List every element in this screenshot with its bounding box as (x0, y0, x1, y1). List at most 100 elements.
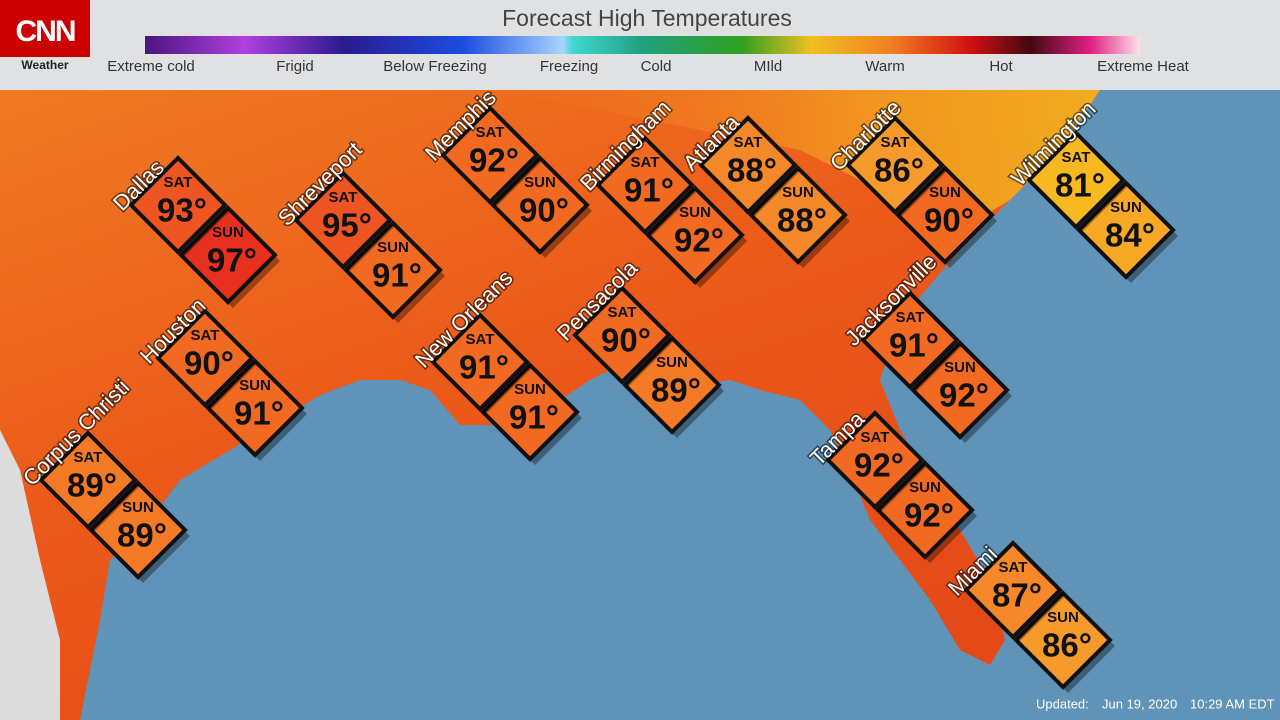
diamond (645, 185, 745, 285)
diamond (1076, 180, 1176, 280)
temperature: 91° (509, 399, 559, 436)
diamond (1013, 590, 1113, 690)
land (0, 90, 1100, 720)
diamond (430, 312, 530, 412)
temperature: 92° (854, 447, 904, 484)
day-label: SUN (909, 479, 941, 496)
legend-label: Warm (865, 58, 904, 75)
day-label: SUN (239, 377, 271, 394)
diamond (845, 115, 945, 215)
temperature: 91° (372, 257, 422, 294)
diamond (440, 105, 540, 205)
diamond (490, 155, 590, 255)
day-label: SUN (656, 354, 688, 371)
temperature: 86° (874, 152, 924, 189)
temperature: 88° (777, 202, 827, 239)
legend-label: Below Freezing (383, 58, 486, 75)
day-label: SUN (122, 499, 154, 516)
temperature: 89° (117, 517, 167, 554)
diamond (895, 165, 995, 265)
temperature: 90° (601, 322, 651, 359)
day-label: SAT (881, 134, 910, 151)
diamond (963, 540, 1063, 640)
temperature: 92° (469, 142, 519, 179)
diamond (343, 220, 443, 320)
updated-date: Jun 19, 2020 (1102, 696, 1177, 711)
day-label: SAT (164, 174, 193, 191)
legend-label: Hot (989, 58, 1013, 75)
day-label: SUN (679, 204, 711, 221)
day-label: SUN (782, 184, 814, 201)
updated-time: 10:29 AM EDT (1190, 696, 1275, 711)
legend-label: Freezing (540, 58, 598, 75)
diamond (155, 308, 255, 408)
temperature: 92° (674, 222, 724, 259)
day-label: SAT (631, 154, 660, 171)
day-label: SUN (1047, 609, 1079, 626)
legend-label: Frigid (276, 58, 314, 75)
diamond (88, 480, 188, 580)
temperature: 81° (1055, 167, 1105, 204)
day-label: SUN (1110, 199, 1142, 216)
day-label: SAT (329, 189, 358, 206)
day-label: SUN (524, 174, 556, 191)
diamond (128, 155, 228, 255)
diamond (825, 410, 925, 510)
diamond (1026, 130, 1126, 230)
day-label: SAT (608, 304, 637, 321)
diamond (572, 285, 672, 385)
mexico (0, 430, 60, 720)
day-label: SUN (377, 239, 409, 256)
temperature: 84° (1105, 217, 1155, 254)
diamond (748, 165, 848, 265)
diamond (622, 335, 722, 435)
day-label: SAT (999, 559, 1028, 576)
day-label: SAT (191, 327, 220, 344)
day-label: SAT (896, 309, 925, 326)
day-label: SAT (74, 449, 103, 466)
day-label: SAT (861, 429, 890, 446)
diamond (205, 358, 305, 458)
diamond (595, 135, 695, 235)
diamond (860, 290, 960, 390)
legend-label: Extreme cold (107, 58, 195, 75)
temperature: 91° (889, 327, 939, 364)
day-label: SAT (734, 134, 763, 151)
temperature: 92° (939, 377, 989, 414)
day-label: SAT (466, 331, 495, 348)
temperature: 90° (184, 345, 234, 382)
diamond (910, 340, 1010, 440)
temperature: 91° (624, 172, 674, 209)
temperature: 89° (67, 467, 117, 504)
temperature: 93° (157, 192, 207, 229)
temperature: 90° (519, 192, 569, 229)
section: Weather (21, 58, 68, 72)
day-label: SAT (476, 124, 505, 141)
temperature: 91° (459, 349, 509, 386)
diamond (178, 205, 278, 305)
temperature: 88° (727, 152, 777, 189)
legend-label: MIld (754, 58, 782, 75)
day-label: SUN (944, 359, 976, 376)
temperature: 89° (651, 372, 701, 409)
temperature: 97° (207, 242, 257, 279)
diamond (38, 430, 138, 530)
temperature: 95° (322, 207, 372, 244)
color-scale (145, 36, 1140, 54)
temperature: 91° (234, 395, 284, 432)
day-label: SUN (929, 184, 961, 201)
updated-label: Updated: (1036, 696, 1089, 711)
day-label: SUN (212, 224, 244, 241)
temperature: 86° (1042, 627, 1092, 664)
temperature: 87° (992, 577, 1042, 614)
legend-label: Extreme Heat (1097, 58, 1190, 75)
day-label: SAT (1062, 149, 1091, 166)
temperature: 90° (924, 202, 974, 239)
temperature: 92° (904, 497, 954, 534)
diamond (293, 170, 393, 270)
diamond (698, 115, 798, 215)
